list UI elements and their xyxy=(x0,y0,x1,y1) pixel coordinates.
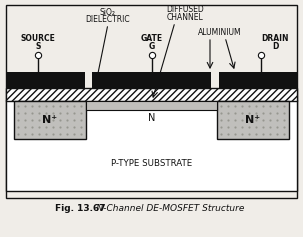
Text: ALUMINIUM: ALUMINIUM xyxy=(198,28,242,37)
Text: GATE: GATE xyxy=(141,34,163,43)
Text: P-TYPE SUBSTRATE: P-TYPE SUBSTRATE xyxy=(112,159,193,168)
Text: D: D xyxy=(272,42,278,51)
Text: SOURCE: SOURCE xyxy=(21,34,55,43)
Text: DIELECTRIC: DIELECTRIC xyxy=(86,15,130,24)
Text: N⁺: N⁺ xyxy=(245,115,261,125)
Text: N⁺: N⁺ xyxy=(42,115,58,125)
Bar xyxy=(6,88,297,101)
Bar xyxy=(92,72,211,88)
Bar xyxy=(86,101,217,110)
Text: G: G xyxy=(149,42,155,51)
Text: DRAIN: DRAIN xyxy=(261,34,289,43)
Bar xyxy=(14,101,86,139)
Bar xyxy=(6,100,297,191)
Bar xyxy=(6,72,85,88)
Text: SiO₂: SiO₂ xyxy=(100,8,116,17)
Bar xyxy=(6,5,297,198)
Bar xyxy=(217,101,289,139)
Text: CHANNEL: CHANNEL xyxy=(167,13,203,22)
Text: N-Channel DE-MOSFET Structure: N-Channel DE-MOSFET Structure xyxy=(85,204,245,213)
Text: N: N xyxy=(148,113,156,123)
Text: DIFFUSED: DIFFUSED xyxy=(166,5,204,14)
Text: S: S xyxy=(35,42,41,51)
Text: Fig. 13.67: Fig. 13.67 xyxy=(55,204,106,213)
Bar xyxy=(219,72,297,88)
